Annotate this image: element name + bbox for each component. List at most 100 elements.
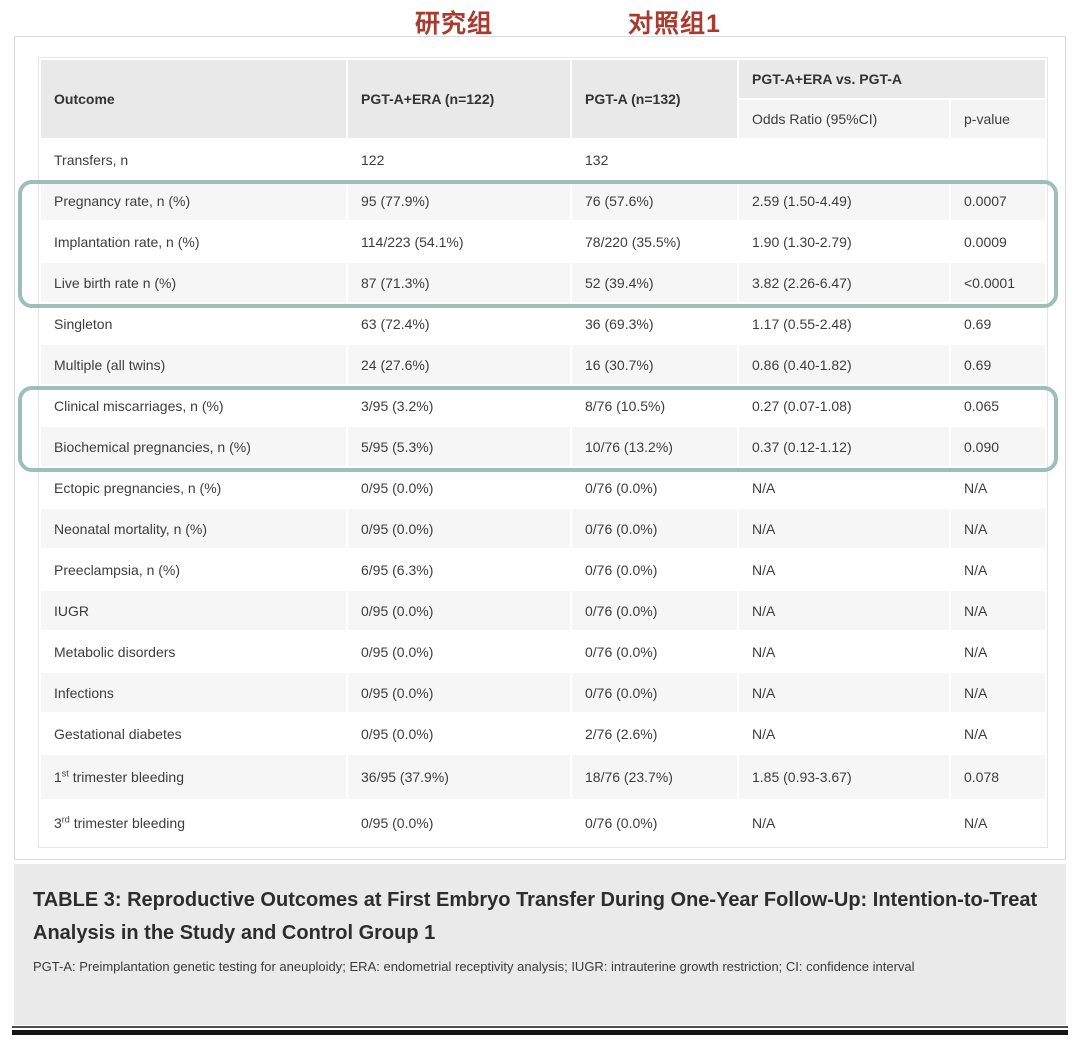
- table-container: Outcome PGT-A+ERA (n=122) PGT-A (n=132) …: [38, 57, 1048, 848]
- table-row: Transfers, n 122 132: [41, 140, 1046, 179]
- pgta-cell: 18/76 (23.7%): [572, 755, 737, 799]
- pgta-cell: 0/76 (0.0%): [572, 509, 737, 548]
- p-value-cell: 0.065: [951, 386, 1046, 425]
- control-group-annotation: 对照组1: [628, 10, 721, 38]
- era-cell: 5/95 (5.3%): [348, 427, 570, 466]
- header-vs: PGT-A+ERA vs. PGT-A: [739, 60, 1046, 98]
- odds-ratio-cell: N/A: [739, 714, 949, 753]
- study-group-annotation: 研究组: [415, 10, 494, 38]
- era-cell: 24 (27.6%): [348, 345, 570, 384]
- table-card: Outcome PGT-A+ERA (n=122) PGT-A (n=132) …: [14, 36, 1066, 860]
- p-value-cell: 0.69: [951, 304, 1046, 343]
- header-pgta: PGT-A (n=132): [572, 60, 737, 138]
- header-pgta-era: PGT-A+ERA (n=122): [348, 60, 570, 138]
- era-cell: 95 (77.9%): [348, 181, 570, 220]
- era-cell: 114/223 (54.1%): [348, 222, 570, 261]
- odds-ratio-cell: N/A: [739, 673, 949, 712]
- table-row: 3rd trimester bleeding 0/95 (0.0%) 0/76 …: [41, 801, 1046, 845]
- table-body: Transfers, n 122 132 Pregnancy rate, n (…: [41, 140, 1046, 845]
- odds-ratio-cell: [739, 140, 949, 179]
- table-row: Metabolic disorders 0/95 (0.0%) 0/76 (0.…: [41, 632, 1046, 671]
- table-row: Preeclampsia, n (%) 6/95 (6.3%) 0/76 (0.…: [41, 550, 1046, 589]
- pgta-cell: 10/76 (13.2%): [572, 427, 737, 466]
- outcome-cell: Gestational diabetes: [41, 714, 346, 753]
- era-cell: 3/95 (3.2%): [348, 386, 570, 425]
- table-row: Infections 0/95 (0.0%) 0/76 (0.0%) N/A N…: [41, 673, 1046, 712]
- outcome-cell: Infections: [41, 673, 346, 712]
- p-value-cell: <0.0001: [951, 263, 1046, 302]
- pgta-cell: 0/76 (0.0%): [572, 550, 737, 589]
- header-p-value: p-value: [951, 100, 1046, 138]
- outcome-text: trimester bleeding: [69, 815, 185, 831]
- pgta-cell: 16 (30.7%): [572, 345, 737, 384]
- era-cell: 0/95 (0.0%): [348, 673, 570, 712]
- odds-ratio-cell: N/A: [739, 468, 949, 507]
- odds-ratio-cell: N/A: [739, 591, 949, 630]
- table-row: Gestational diabetes 0/95 (0.0%) 2/76 (2…: [41, 714, 1046, 753]
- era-cell: 0/95 (0.0%): [348, 632, 570, 671]
- outcomes-table: Outcome PGT-A+ERA (n=122) PGT-A (n=132) …: [39, 58, 1047, 847]
- outcome-cell: Multiple (all twins): [41, 345, 346, 384]
- pgta-cell: 0/76 (0.0%): [572, 801, 737, 845]
- outcome-cell: 1st trimester bleeding: [41, 755, 346, 799]
- table-row: Singleton 63 (72.4%) 36 (69.3%) 1.17 (0.…: [41, 304, 1046, 343]
- table-header: Outcome PGT-A+ERA (n=122) PGT-A (n=132) …: [41, 60, 1046, 138]
- era-cell: 0/95 (0.0%): [348, 714, 570, 753]
- era-cell: 0/95 (0.0%): [348, 509, 570, 548]
- p-value-cell: N/A: [951, 673, 1046, 712]
- outcome-cell: Clinical miscarriages, n (%): [41, 386, 346, 425]
- pgta-cell: 132: [572, 140, 737, 179]
- p-value-cell: N/A: [951, 591, 1046, 630]
- outcome-text: trimester bleeding: [68, 769, 184, 785]
- pgta-cell: 2/76 (2.6%): [572, 714, 737, 753]
- p-value-cell: 0.69: [951, 345, 1046, 384]
- table-row: IUGR 0/95 (0.0%) 0/76 (0.0%) N/A N/A: [41, 591, 1046, 630]
- p-value-cell: N/A: [951, 468, 1046, 507]
- outcome-text: 3: [54, 815, 62, 831]
- pgta-cell: 78/220 (35.5%): [572, 222, 737, 261]
- outcome-cell: Live birth rate n (%): [41, 263, 346, 302]
- outcome-cell: Pregnancy rate, n (%): [41, 181, 346, 220]
- pgta-cell: 36 (69.3%): [572, 304, 737, 343]
- table-row: Implantation rate, n (%) 114/223 (54.1%)…: [41, 222, 1046, 261]
- odds-ratio-cell: 0.27 (0.07-1.08): [739, 386, 949, 425]
- outcome-cell: 3rd trimester bleeding: [41, 801, 346, 845]
- odds-ratio-cell: 0.86 (0.40-1.82): [739, 345, 949, 384]
- outcome-cell: Biochemical pregnancies, n (%): [41, 427, 346, 466]
- table-row: Multiple (all twins) 24 (27.6%) 16 (30.7…: [41, 345, 1046, 384]
- table-row: Clinical miscarriages, n (%) 3/95 (3.2%)…: [41, 386, 1046, 425]
- odds-ratio-cell: 1.17 (0.55-2.48): [739, 304, 949, 343]
- table-row: Neonatal mortality, n (%) 0/95 (0.0%) 0/…: [41, 509, 1046, 548]
- table-row: 1st trimester bleeding 36/95 (37.9%) 18/…: [41, 755, 1046, 799]
- era-cell: 36/95 (37.9%): [348, 755, 570, 799]
- ordinal-superscript: st: [61, 768, 69, 779]
- odds-ratio-cell: 1.90 (1.30-2.79): [739, 222, 949, 261]
- odds-ratio-cell: 3.82 (2.26-6.47): [739, 263, 949, 302]
- p-value-cell: 0.090: [951, 427, 1046, 466]
- table-row: Pregnancy rate, n (%) 95 (77.9%) 76 (57.…: [41, 181, 1046, 220]
- odds-ratio-cell: N/A: [739, 550, 949, 589]
- outcome-text: 1: [54, 769, 62, 785]
- era-cell: 6/95 (6.3%): [348, 550, 570, 589]
- outcome-cell: Singleton: [41, 304, 346, 343]
- outcome-cell: Metabolic disorders: [41, 632, 346, 671]
- p-value-cell: N/A: [951, 801, 1046, 845]
- table-row: Live birth rate n (%) 87 (71.3%) 52 (39.…: [41, 263, 1046, 302]
- odds-ratio-cell: N/A: [739, 632, 949, 671]
- pgta-cell: 0/76 (0.0%): [572, 673, 737, 712]
- header-odds-ratio: Odds Ratio (95%CI): [739, 100, 949, 138]
- era-cell: 122: [348, 140, 570, 179]
- pgta-cell: 52 (39.4%): [572, 263, 737, 302]
- era-cell: 87 (71.3%): [348, 263, 570, 302]
- header-outcome: Outcome: [41, 60, 346, 138]
- bottom-rule-thin: [12, 1026, 1068, 1028]
- table-row: Biochemical pregnancies, n (%) 5/95 (5.3…: [41, 427, 1046, 466]
- p-value-cell: N/A: [951, 550, 1046, 589]
- outcome-cell: Ectopic pregnancies, n (%): [41, 468, 346, 507]
- p-value-cell: 0.0009: [951, 222, 1046, 261]
- era-cell: 0/95 (0.0%): [348, 591, 570, 630]
- odds-ratio-cell: N/A: [739, 801, 949, 845]
- odds-ratio-cell: 0.37 (0.12-1.12): [739, 427, 949, 466]
- caption-title: TABLE 3: Reproductive Outcomes at First …: [33, 889, 1038, 944]
- outcome-cell: Implantation rate, n (%): [41, 222, 346, 261]
